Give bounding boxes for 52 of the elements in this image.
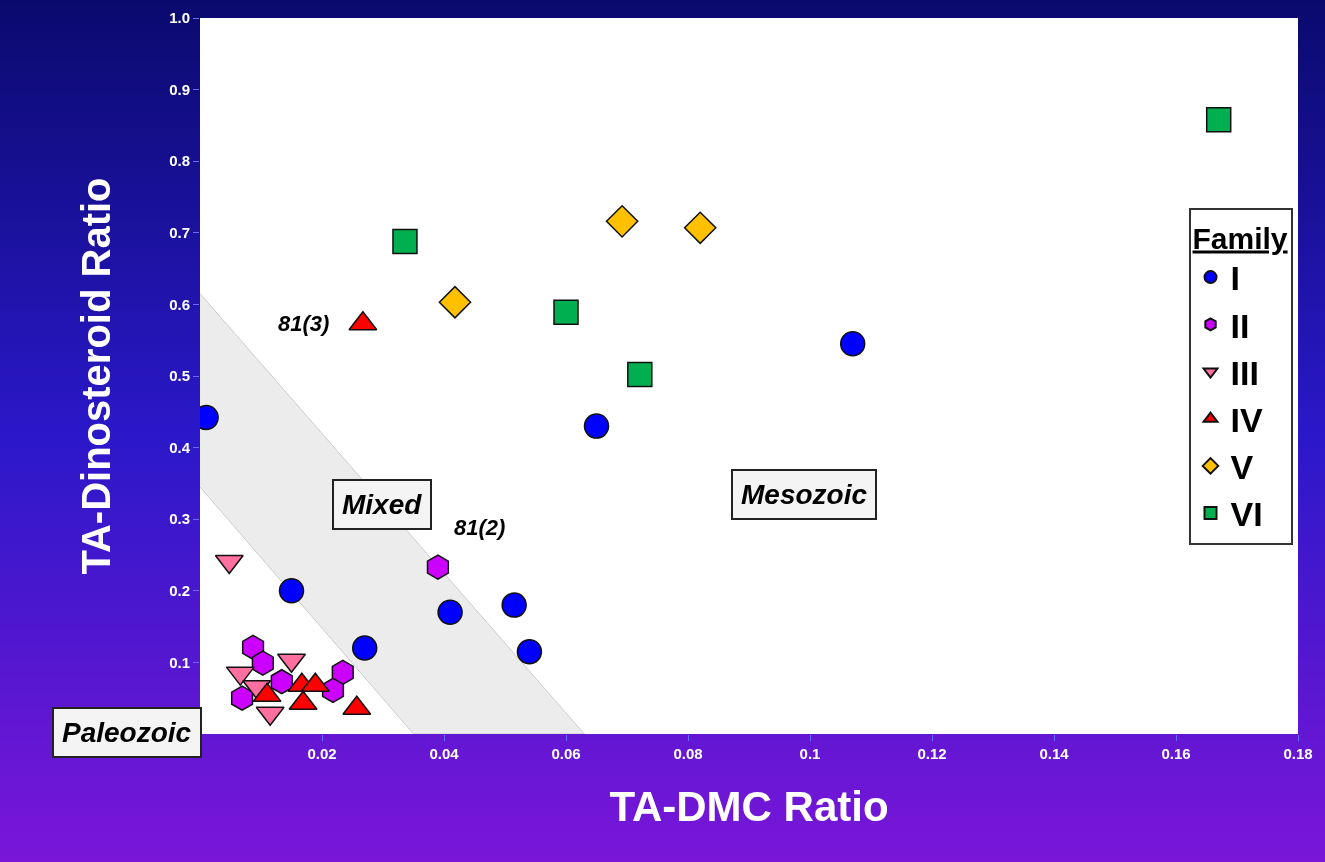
legend-label: V xyxy=(1230,448,1254,487)
x-tick-label: 0.14 xyxy=(1039,745,1070,762)
annotation: Mixed xyxy=(342,489,423,520)
annotation: 81(2) xyxy=(454,515,506,540)
y-tick-label: 0.1 xyxy=(169,653,190,671)
point xyxy=(627,361,653,388)
legend-label: IV xyxy=(1230,400,1263,439)
point xyxy=(583,413,610,439)
x-tick-label: 0.1 xyxy=(799,745,821,762)
y-tick-label: 0.4 xyxy=(169,438,191,456)
y-tick-label: 0.5 xyxy=(169,367,190,385)
x-tick-label: 0.04 xyxy=(429,745,460,762)
annotation: 81(3) xyxy=(278,311,330,336)
y-tick-label: 0.6 xyxy=(169,295,190,313)
point xyxy=(438,285,472,319)
y-tick-label: 0.9 xyxy=(169,80,190,98)
legend-label: VI xyxy=(1230,495,1263,534)
y-tick-label: 0.7 xyxy=(169,224,190,242)
point xyxy=(1205,106,1232,133)
text: Paleozoic xyxy=(62,717,192,748)
x-tick-label: 0.08 xyxy=(673,745,703,762)
point xyxy=(501,592,527,618)
x-tick-label: 0.06 xyxy=(551,745,581,762)
y-tick-label: 1.0 xyxy=(169,9,190,27)
y-axis-title: TA-Dinosteroid Ratio xyxy=(74,177,118,575)
point xyxy=(605,204,639,238)
y-tick-label: 0.2 xyxy=(169,582,190,600)
point xyxy=(839,331,866,357)
x-axis-title: TA-DMC Ratio xyxy=(609,782,889,830)
point xyxy=(392,228,418,255)
point xyxy=(270,668,293,695)
legend-label: I xyxy=(1230,259,1240,298)
legend-title: Family xyxy=(1192,221,1288,255)
x-tick-label: 0.16 xyxy=(1161,745,1191,762)
point xyxy=(553,299,579,326)
point xyxy=(426,554,450,580)
point xyxy=(516,638,543,665)
point xyxy=(683,211,717,245)
point xyxy=(437,599,463,626)
legend-label: II xyxy=(1230,306,1250,345)
x-tick-label: 0.02 xyxy=(307,745,337,762)
point xyxy=(351,635,378,661)
x-tick-label: 0.12 xyxy=(917,745,947,762)
point xyxy=(251,650,274,676)
point xyxy=(331,659,354,686)
y-tick-label: 0.8 xyxy=(169,152,190,170)
point xyxy=(230,685,254,711)
legend-label: III xyxy=(1230,353,1259,392)
point xyxy=(278,578,305,604)
annotation: Mesozoic xyxy=(741,479,868,510)
y-tick-label: 0.3 xyxy=(169,510,190,528)
x-tick-label: 0.18 xyxy=(1283,745,1313,762)
